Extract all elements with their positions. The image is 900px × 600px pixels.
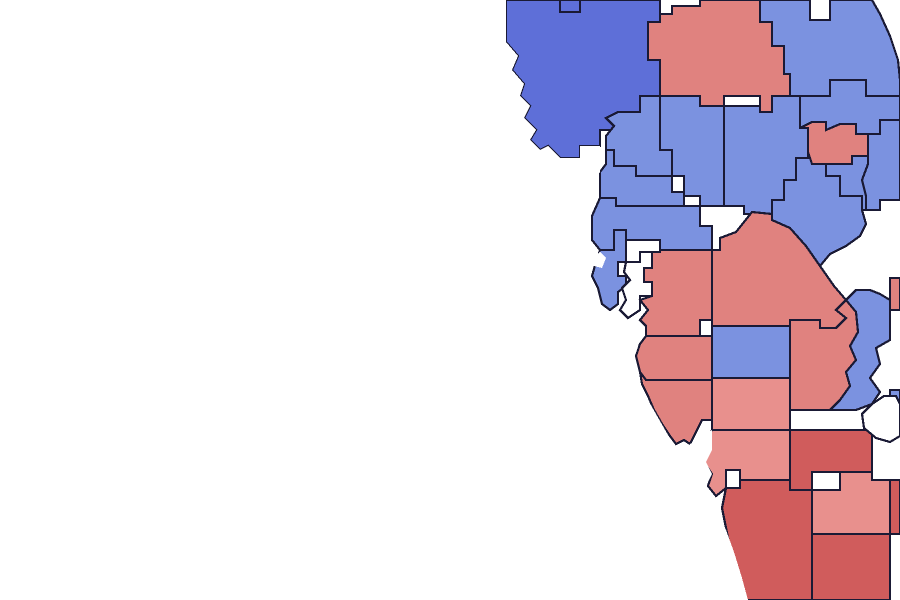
coastal-inlet-pine-island (674, 440, 700, 506)
coastal-inlet-estero (702, 502, 714, 522)
county-alachua-north-tab[interactable] (558, 0, 582, 14)
county-hillsborough[interactable] (638, 248, 714, 338)
county-pasco[interactable] (590, 196, 714, 252)
county-desoto[interactable] (710, 376, 792, 432)
coastal-inlet-charlotte-harbor (680, 430, 712, 520)
county-hardee[interactable] (710, 324, 792, 380)
county-indian-river[interactable] (888, 276, 900, 312)
gulf-of-mexico (0, 0, 748, 600)
county-brevard[interactable] (860, 118, 900, 212)
county-manatee[interactable] (634, 334, 714, 382)
county-hernando[interactable] (598, 148, 686, 208)
county-okeechobee[interactable] (888, 478, 900, 536)
county-pinellas[interactable] (590, 228, 628, 312)
county-palm-beach[interactable] (810, 532, 892, 600)
county-osceola[interactable] (770, 156, 868, 268)
coastal-notch-north (592, 252, 606, 268)
water-lake-okeechobee (860, 394, 900, 444)
